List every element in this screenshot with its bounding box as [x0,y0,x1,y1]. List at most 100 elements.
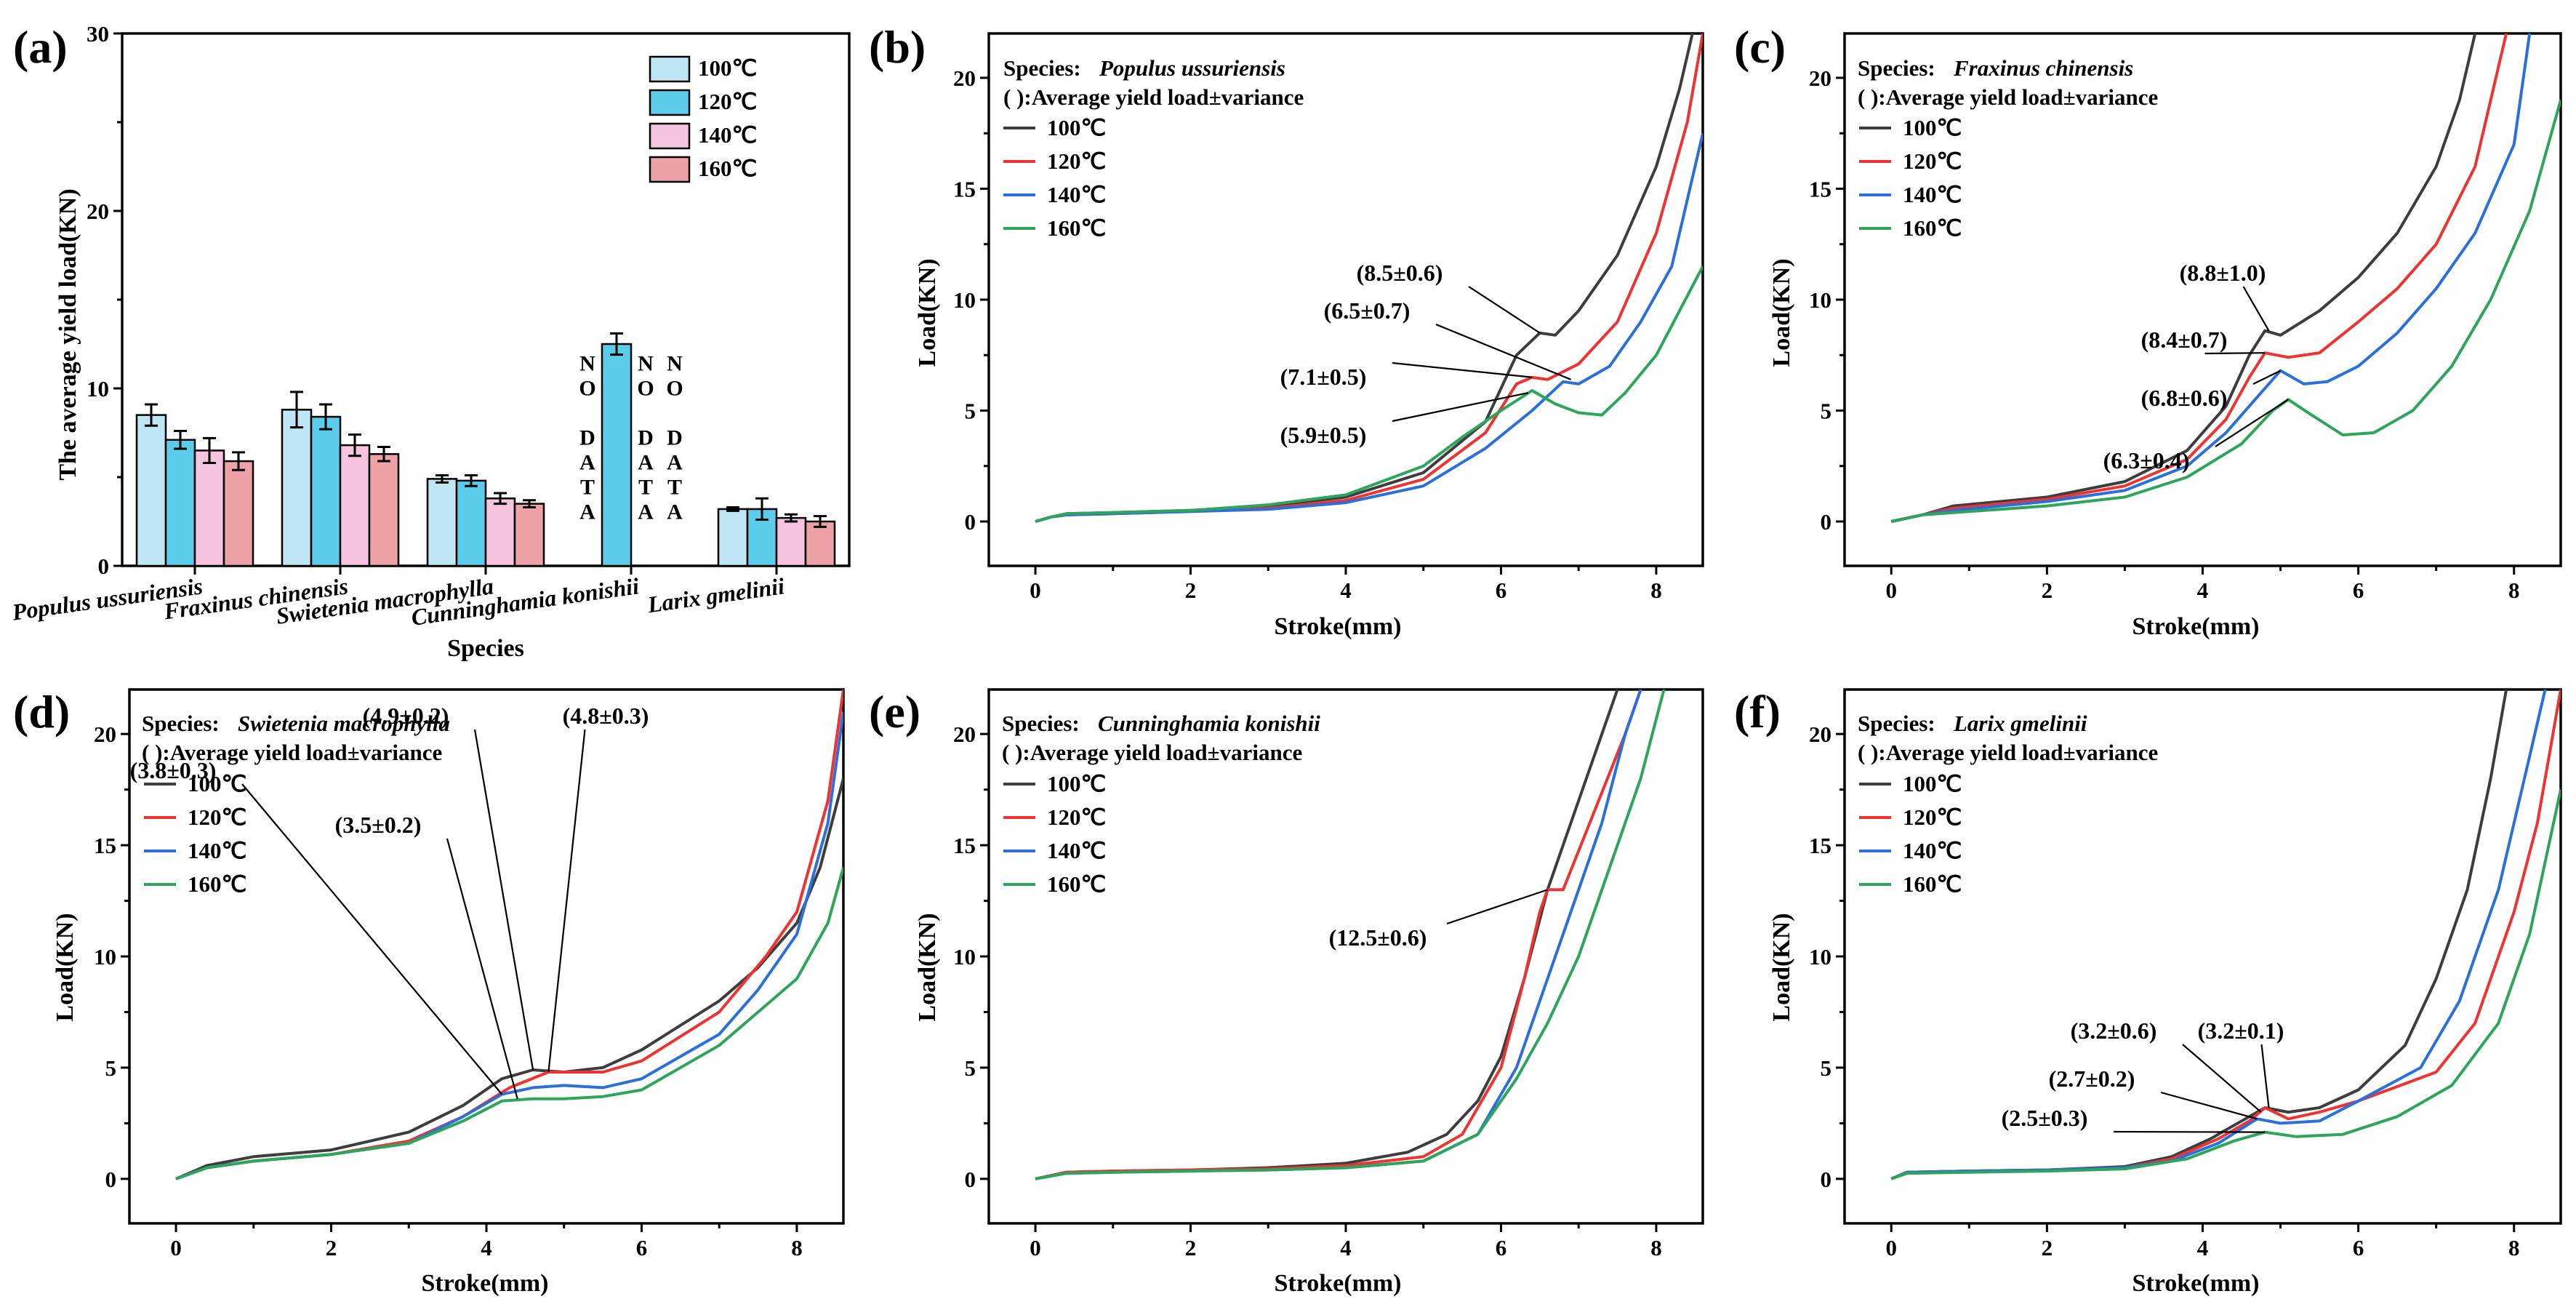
panel-c-ylabel: Load(KN) [1768,258,1795,367]
panel-d-curve-160 [175,867,843,1180]
panel-a-letter: (a) [13,21,68,73]
panel-a-no-data-char: N [667,352,683,376]
panel-e-xtick-label: 0 [1030,1235,1041,1260]
panel-c-ytick-label: 15 [1809,177,1831,202]
panel-e-ylabel: Load(KN) [914,913,941,1021]
panel-d-xtick-label: 4 [481,1235,492,1260]
panel-f-annotation: (3.2±0.1) [2198,1018,2284,1044]
panel-b-annotation-arrow [1392,392,1529,423]
panel-f-annotation-arrow [2160,1091,2258,1120]
panel-c-annotation-arrow [2215,399,2289,447]
panel-b-ytick-label: 0 [965,509,976,535]
panel-f-ytick-label: 10 [1809,944,1831,970]
panel-c-xlabel: Stroke(mm) [2132,613,2260,640]
panel-f-ytick-label: 20 [1809,722,1831,747]
panel-c-xtick-label: 0 [1885,577,1897,603]
panel-a-no-data-char: D [638,426,654,450]
panel-c-legend-label: 140℃ [1903,182,1962,207]
panel-a-no-data-char: A [579,500,595,524]
panel-c-xtick-label: 8 [2508,577,2520,603]
panel-d-subtitle: ( ):Average yield load±variance [142,740,442,765]
panel-a-legend-swatch [649,55,691,83]
panel-c-curve-140 [1890,33,2532,523]
panel-a-legend-140: 140℃ [698,122,757,148]
panel-e-curve-160 [1035,690,1666,1180]
panel-a-ytick-label: 0 [98,553,110,579]
panel-d-annotation-arrow [547,729,586,1073]
panel-e-species: Cunninghamia konishii [1098,711,1320,736]
panel-a-legend-100: 100℃ [698,55,757,81]
panel-d-legend-label: 120℃ [188,804,246,830]
panel-d-annotation-arrow [473,729,534,1071]
panel-a-no-data-char: T [638,476,653,500]
panel-a-bar-100 [717,508,749,567]
panel-a-bar-100 [281,409,313,567]
panel-a-xlabel: Species [447,635,524,662]
panel-f-ytick-label: 15 [1809,833,1831,858]
panel-d-annotation: (4.8±0.3) [563,703,649,729]
panel-d-letter: (d) [13,686,70,738]
panel-d-species: Swietenia macrophylla [238,711,450,736]
panel-d-ytick-label: 20 [94,722,116,747]
panel-e-line-chart: (e) Species: Cunninghamia konishii ( ):A… [869,686,1704,1297]
panel-a-bar-140 [193,449,225,567]
panel-b-xlabel: Stroke(mm) [1275,613,1402,640]
panel-a-no-data-char: N [638,352,654,376]
panel-c-xtick-label: 6 [2353,577,2364,603]
panel-e-ytick-label: 0 [965,1167,976,1192]
panel-b-legend-label: 140℃ [1047,182,1106,207]
panel-a-no-data-char: A [638,500,654,524]
panel-d-legend-label: 100℃ [188,771,246,796]
panel-b-xtick-label: 4 [1340,577,1352,603]
panel-f-subtitle: ( ):Average yield load±variance [1858,740,2158,765]
panel-b-letter: (b) [869,21,926,73]
panel-a-legend-160: 160℃ [698,156,757,181]
panel-d-line-chart: (d) Species: Swietenia macrophylla ( ):A… [13,686,845,1297]
panel-e-subtitle: ( ):Average yield load±variance [1002,740,1302,765]
panel-a-legend-120: 120℃ [698,89,757,114]
panel-f-legend-label: 140℃ [1903,838,1962,863]
panel-f-annotation-arrow [2182,1044,2262,1113]
panel-b-legend-label: 120℃ [1047,148,1106,174]
panel-b-ytick-label: 5 [965,399,976,424]
panel-a-bar-160 [804,520,836,567]
panel-c-ytick-label: 20 [1809,65,1831,91]
panel-f-annotation: (2.5±0.3) [2002,1105,2088,1131]
panel-d-xtick-label: 6 [636,1235,648,1260]
panel-a-no-data-char: T [580,476,595,500]
panel-a-no-data-char: O [637,377,654,401]
panel-f-letter: (f) [1734,686,1781,738]
panel-a-legend-swatch [649,89,691,116]
panel-e-annotation-arrow [1446,889,1548,925]
panel-f-legend-label: 160℃ [1903,871,1962,897]
panel-c-annotation: (6.8±0.6) [2141,385,2228,411]
panel-c-annotation: (6.3±0.4) [2103,447,2190,473]
panel-f-annotation-arrow [2260,1044,2270,1108]
panel-d-ytick-label: 0 [105,1167,117,1192]
panel-b-annotation: (6.5±0.7) [1324,297,1411,324]
panel-e-legend-label: 160℃ [1047,871,1106,897]
panel-b-annotation: (7.1±0.5) [1280,364,1367,390]
panel-a-bar-160 [222,460,254,567]
panel-c-curve-120 [1890,33,2508,523]
panel-f-xtick-label: 4 [2197,1235,2209,1260]
panel-c-ytick-label: 0 [1821,509,1832,535]
panel-c-curve-100 [1890,33,2477,523]
panel-e-legend-label: 100℃ [1047,771,1106,796]
panel-d-ylabel: Load(KN) [52,913,79,1021]
panel-f-legend-label: 120℃ [1903,804,1962,830]
panel-a-bar-120 [310,415,342,567]
panel-b-annotation: (8.5±0.6) [1357,260,1443,286]
panel-a-bar-140 [775,516,807,567]
panel-b-ytick-label: 20 [953,65,976,91]
panel-f-legend-label: 100℃ [1903,771,1962,796]
panel-f-species-prefix: Species: [1858,711,1935,736]
panel-b-curves [1035,33,1703,523]
panel-f-curves [1890,690,2561,1180]
panel-a-ytick-label: 30 [87,21,109,47]
panel-a-no-data-char: D [667,426,683,450]
panel-c-species-prefix: Species: [1858,55,1935,81]
panel-f-xtick-label: 0 [1885,1235,1897,1260]
panel-c-legend-label: 100℃ [1903,115,1962,140]
panel-d-ytick-label: 15 [94,833,116,858]
